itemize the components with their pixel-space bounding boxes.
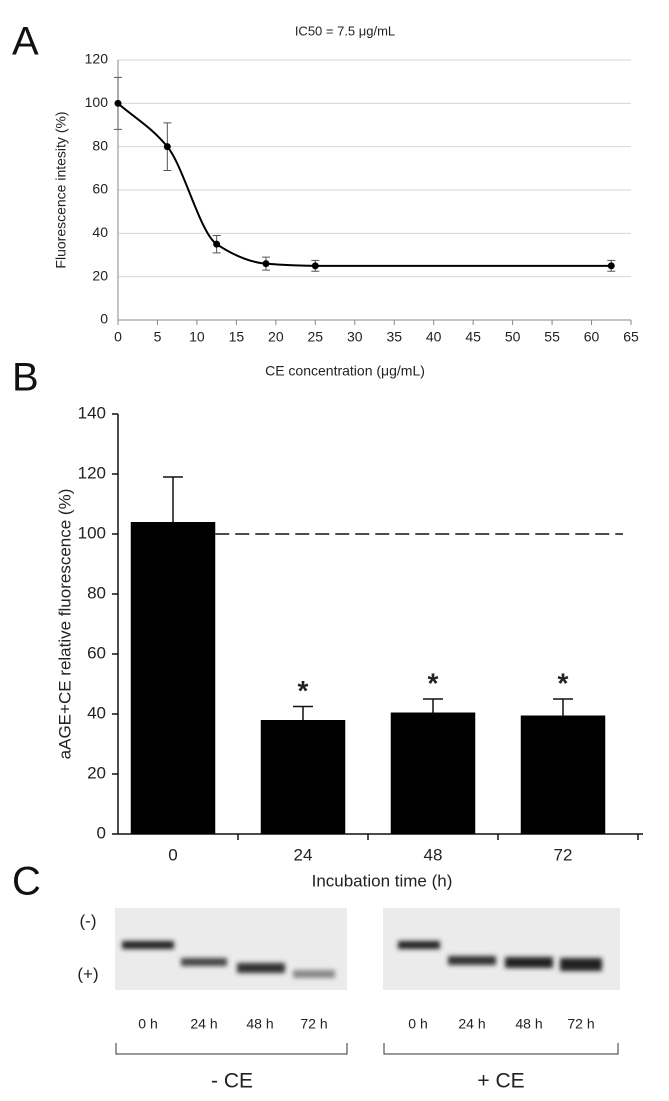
lane-label: 72 h: [300, 1016, 327, 1032]
panel-label: C: [12, 860, 41, 904]
x-tick-label: 35: [386, 329, 402, 345]
data-point: [607, 262, 615, 270]
bracket: [383, 1043, 619, 1055]
polarity-label: (-): [80, 911, 97, 930]
fit-line: [117, 102, 612, 267]
data-point: [163, 143, 171, 151]
band: [237, 963, 285, 973]
x-tick-label: 15: [229, 329, 245, 345]
band: [181, 958, 227, 966]
bar: [390, 712, 476, 834]
x-tick-label: 25: [308, 329, 324, 345]
bar: [520, 715, 606, 834]
data-point: [213, 240, 221, 248]
x-tick-label: 30: [347, 329, 363, 345]
x-tick-label: 72: [554, 845, 573, 864]
group-label: - CE: [211, 1070, 253, 1093]
panel-label: A: [12, 20, 39, 64]
x-tick-label: 40: [426, 329, 442, 345]
y-tick-label: 80: [87, 583, 106, 602]
bar: [260, 720, 346, 834]
x-tick-label: 48: [424, 845, 443, 864]
group-label: + CE: [477, 1070, 524, 1093]
y-tick-label: 120: [78, 463, 106, 482]
x-tick-label: 50: [505, 329, 521, 345]
y-tick-label: 140: [78, 403, 106, 422]
error-bar: [293, 705, 313, 720]
band: [448, 956, 496, 965]
gel-bands: [122, 941, 602, 978]
band: [122, 941, 174, 949]
y-tick-label: 40: [92, 224, 108, 240]
y-tick-label: 120: [85, 51, 109, 67]
x-tick-label: 60: [584, 329, 600, 345]
error-bar: [423, 698, 443, 713]
y-tick-label: 100: [85, 94, 109, 110]
y-tick-label: 20: [92, 267, 108, 283]
x-tick-label: 20: [268, 329, 284, 345]
band: [293, 970, 335, 978]
y-tick-label: 0: [97, 823, 106, 842]
x-tick-label: 65: [623, 329, 639, 345]
significance-marker: *: [298, 675, 309, 706]
bar: [130, 522, 216, 834]
bracket: [115, 1043, 348, 1055]
x-tick-label: 5: [154, 329, 162, 345]
data-point: [311, 262, 319, 270]
lane-label: 0 h: [138, 1016, 157, 1032]
y-tick-label: 20: [87, 763, 106, 782]
band: [398, 941, 440, 949]
x-tick-label: 24: [294, 845, 313, 864]
x-tick-label: 55: [544, 329, 560, 345]
lane-label: 24 h: [190, 1016, 217, 1032]
panel-label: B: [12, 356, 39, 400]
y-tick-label: 100: [78, 523, 106, 542]
lane-label: 48 h: [246, 1016, 273, 1032]
x-axis-label: Incubation time (h): [312, 871, 453, 890]
y-tick-label: 0: [100, 311, 108, 327]
y-tick-label: 80: [92, 137, 108, 153]
x-tick-label: 10: [189, 329, 205, 345]
significance-marker: *: [558, 667, 569, 698]
y-axis-label: Fluorescence intesity (%): [53, 111, 69, 268]
data-point: [262, 260, 270, 268]
lane-label: 48 h: [515, 1016, 542, 1032]
x-axis-label: CE concentration (μg/mL): [265, 363, 425, 379]
lane-label: 0 h: [408, 1016, 427, 1032]
y-tick-label: 60: [92, 181, 108, 197]
chart-title: IC50 = 7.5 μg/mL: [295, 23, 395, 38]
gel: (-) (+) - CE + CE: [77, 908, 620, 1093]
error-bar: [163, 476, 183, 522]
y-axis-label: aAGE+CE relative fluorescence (%): [55, 489, 74, 760]
band: [505, 957, 553, 968]
error-bar: [553, 698, 573, 716]
data-point: [114, 99, 122, 107]
significance-marker: *: [428, 667, 439, 698]
x-tick-label: 0: [168, 845, 177, 864]
band: [560, 958, 602, 971]
x-tick-label: 0: [114, 329, 122, 345]
lane-label: 24 h: [458, 1016, 485, 1032]
lane-label: 72 h: [567, 1016, 594, 1032]
y-tick-label: 60: [87, 643, 106, 662]
x-tick-label: 45: [465, 329, 481, 345]
polarity-label: (+): [77, 964, 98, 983]
y-tick-label: 40: [87, 703, 106, 722]
